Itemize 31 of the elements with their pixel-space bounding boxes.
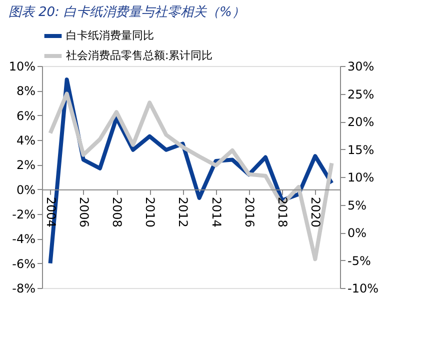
y-tick-label: -2% xyxy=(12,208,36,222)
x-tick-label: 2004 xyxy=(44,196,58,228)
x-tick-label: 2018 xyxy=(276,196,290,228)
chart-title: 图表 20: 白卡纸消费量与社零相关（%） xyxy=(8,5,245,20)
x-tick-label: 2014 xyxy=(209,196,224,228)
y2-tick-label: -5% xyxy=(348,254,371,268)
y2-tick-label: 10% xyxy=(348,170,374,184)
x-tick-label: 2020 xyxy=(308,196,323,228)
x-tick-label: 2010 xyxy=(143,196,158,228)
y-tick-label: -8% xyxy=(12,282,36,296)
y-tick-label: 0% xyxy=(16,182,36,197)
y2-tick-label: 5% xyxy=(348,198,367,212)
legend-label: 社会消费品零售总额:累计同比 xyxy=(66,49,213,62)
y2-tick-label: -10% xyxy=(348,282,379,296)
x-tick-label: 2016 xyxy=(242,196,256,228)
y2-tick-label: 0% xyxy=(348,226,367,240)
y-tick-label: 4% xyxy=(16,134,36,148)
x-tick-label: 2008 xyxy=(110,196,124,228)
x-tick-label: 2006 xyxy=(76,196,91,228)
x-tick-label: 2012 xyxy=(176,196,190,228)
y2-tick-label: 20% xyxy=(348,115,374,129)
y-tick-label: -4% xyxy=(12,232,36,246)
y-tick-label: 10% xyxy=(8,60,36,74)
y2-tick-label: 25% xyxy=(348,87,374,102)
y-tick-label: 6% xyxy=(16,108,36,123)
legend-label: 白卡纸消费量同比 xyxy=(66,29,154,42)
y2-tick-label: 30% xyxy=(348,60,374,74)
y-tick-label: 8% xyxy=(16,84,36,98)
y2-tick-label: 15% xyxy=(348,142,374,157)
y-tick-label: -6% xyxy=(12,256,36,271)
y-tick-label: 2% xyxy=(16,158,36,172)
